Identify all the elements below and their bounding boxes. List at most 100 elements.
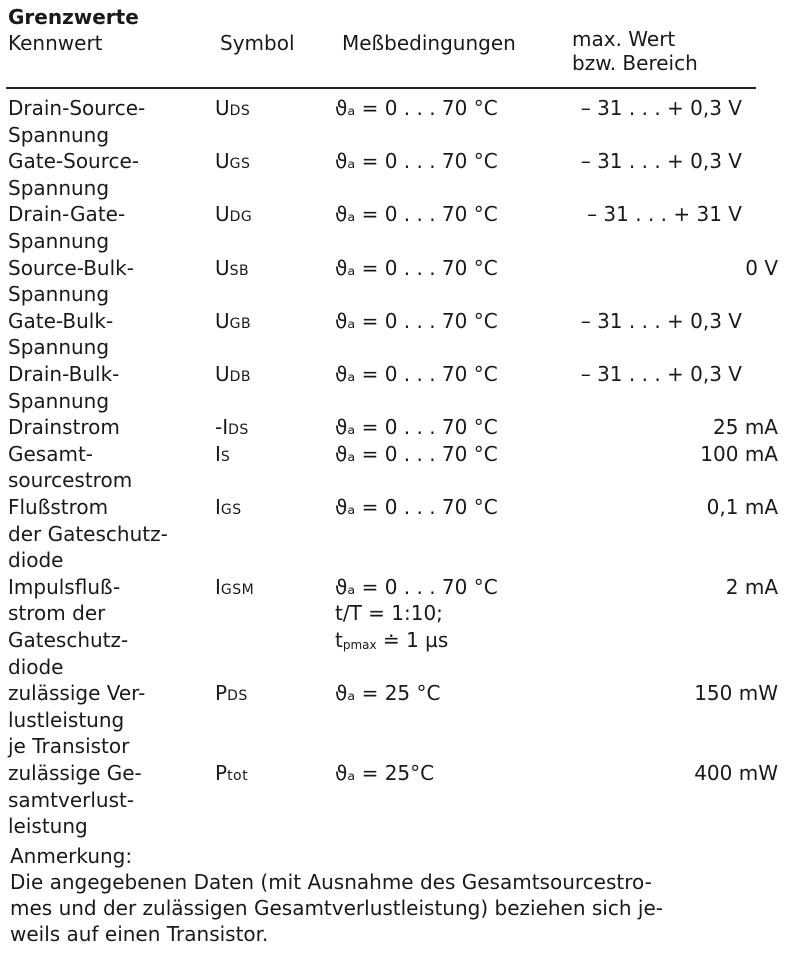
kennwert-text: diode	[8, 654, 64, 679]
condition-text: ϑₐ = 0 . . . 70 °C	[335, 441, 498, 466]
symbol: UGS	[215, 148, 250, 177]
symbol-main: U	[215, 202, 230, 227]
symbol-main: P	[215, 681, 228, 706]
symbol-subscript: SB	[229, 262, 250, 279]
kennwert-text: zulässige Ver-	[8, 681, 146, 706]
symbol-subscript: DG	[229, 209, 253, 226]
symbol: UDS	[215, 95, 250, 124]
kennwert-text: diode	[8, 548, 64, 573]
symbol-main: U	[215, 308, 230, 333]
kennwert-text: Gate-Bulk-	[8, 308, 114, 333]
condition: tpmax ≐ 1 µs	[335, 627, 448, 658]
symbol-main: I	[215, 441, 221, 466]
kennwert-text: der Gateschutz-	[8, 521, 168, 546]
kennwert-text: lustleistung	[8, 707, 125, 732]
condition-text: ϑₐ = 0 . . . 70 °C	[335, 149, 498, 174]
kennwert-text: Drain-Source-	[8, 96, 146, 120]
header-bedingungen: Meßbedingungen	[342, 31, 516, 55]
condition-text: ϑₐ = 0 . . . 70 °C	[335, 255, 498, 280]
header-symbol: Symbol	[220, 31, 295, 55]
symbol: USB	[215, 255, 249, 284]
section-title: Grenzwerte	[8, 5, 139, 29]
symbol-main: I	[215, 574, 221, 599]
kennwert-text: Gateschutz-	[8, 628, 129, 652]
max-value: 2 mA	[725, 574, 778, 599]
condition-text: ϑₐ = 25 °C	[335, 681, 441, 706]
symbol-subscript: GSM	[220, 581, 255, 598]
header-kennwert: Kennwert	[8, 31, 103, 55]
max-value: – 31 . . . + 0,3 V	[580, 149, 742, 174]
note-line: mes und der zulässigen Gesamtverlustleis…	[10, 896, 663, 920]
condition-text: t	[335, 628, 343, 652]
condition-text: ϑₐ = 0 . . . 70 °C	[335, 495, 498, 519]
max-value: – 31 . . . + 0,3 V	[580, 362, 742, 386]
kennwert-text: strom der	[8, 601, 106, 626]
symbol: Ptot	[215, 760, 248, 789]
kennwert-text: Gesamt-	[8, 441, 94, 466]
kennwert-text: Spannung	[8, 175, 110, 200]
condition-text: ϑₐ = 0 . . . 70 °C	[335, 96, 498, 120]
symbol-subscript: S	[220, 448, 231, 465]
max-value: 400 mW	[694, 761, 778, 785]
kennwert-text: leistung	[8, 814, 88, 839]
condition: ϑₐ = 0 . . . 70 °C	[335, 95, 498, 121]
condition-text: ϑₐ = 0 . . . 70 °C	[335, 202, 498, 227]
symbol-main: U	[215, 362, 230, 386]
header-rule	[6, 87, 756, 89]
condition: ϑₐ = 0 . . . 70 °C	[335, 148, 498, 174]
kennwert-text: Gate-Source-	[8, 149, 140, 174]
symbol-main: U	[215, 96, 230, 120]
kennwert-text: Drainstrom	[8, 415, 120, 440]
kennwert-text: zulässige Ge-	[8, 761, 142, 785]
kennwert-text: je Transistor	[8, 734, 130, 759]
symbol-main: I	[215, 495, 221, 519]
max-value: 100 mA	[700, 441, 778, 466]
note-heading: Anmerkung:	[10, 844, 133, 868]
symbol-subscript: DS	[228, 422, 249, 439]
condition: ϑₐ = 0 . . . 70 °C	[335, 494, 498, 520]
header-wert-line1: max. Wert	[572, 27, 676, 51]
kennwert-text: Source-Bulk-	[8, 255, 134, 280]
kennwert-text: Drain-Gate-	[8, 202, 126, 227]
kennwert-text: sourcestrom	[8, 468, 133, 493]
kennwert-text: Spannung	[8, 229, 110, 253]
kennwert-text: Spannung	[8, 122, 110, 147]
condition-text: ϑₐ = 0 . . . 70 °C	[335, 574, 498, 599]
condition: ϑₐ = 25°C	[335, 760, 434, 786]
condition-subscript: pmax	[342, 638, 377, 652]
condition-text: ϑₐ = 25°C	[335, 761, 435, 785]
kennwert-text: Spannung	[8, 388, 110, 413]
condition: ϑₐ = 25 °C	[335, 680, 440, 706]
symbol-subscript: GB	[229, 315, 252, 332]
condition-text: ≐ 1 µs	[376, 628, 449, 652]
symbol-subscript: GS	[229, 156, 251, 173]
symbol-main: P	[215, 761, 228, 785]
symbol: IGS	[215, 494, 242, 523]
symbol: -IDS	[215, 414, 249, 443]
condition: t/T = 1:10;	[335, 600, 443, 626]
symbol: UDB	[215, 361, 251, 390]
symbol-subscript: tot	[227, 768, 249, 784]
symbol-main: U	[215, 255, 230, 280]
symbol: UDG	[215, 201, 252, 230]
condition: ϑₐ = 0 . . . 70 °C	[335, 308, 498, 334]
max-value: – 31 . . . + 0,3 V	[580, 308, 742, 333]
note-line: weils auf einen Transistor.	[10, 922, 269, 946]
condition: ϑₐ = 0 . . . 70 °C	[335, 255, 498, 281]
kennwert-text: Impulsfluß-	[8, 574, 121, 599]
symbol-subscript: GS	[220, 502, 242, 518]
max-value: 0 V	[745, 255, 778, 280]
condition-text: ϑₐ = 0 . . . 70 °C	[335, 415, 498, 440]
max-value: – 31 . . . + 31 V	[587, 202, 742, 227]
condition-text: ϑₐ = 0 . . . 70 °C	[335, 308, 498, 333]
kennwert-text: samtverlust-	[8, 787, 135, 812]
symbol-subscript: DS	[229, 103, 251, 119]
symbol: IGSM	[215, 574, 254, 603]
symbol-main: U	[215, 149, 230, 174]
symbol-main: -I	[215, 415, 229, 440]
note-line: Die angegebenen Daten (mit Ausnahme des …	[10, 870, 652, 894]
condition: ϑₐ = 0 . . . 70 °C	[335, 441, 498, 467]
symbol: UGB	[215, 308, 251, 337]
condition: ϑₐ = 0 . . . 70 °C	[335, 201, 498, 227]
condition-text: ϑₐ = 0 . . . 70 °C	[335, 362, 498, 386]
